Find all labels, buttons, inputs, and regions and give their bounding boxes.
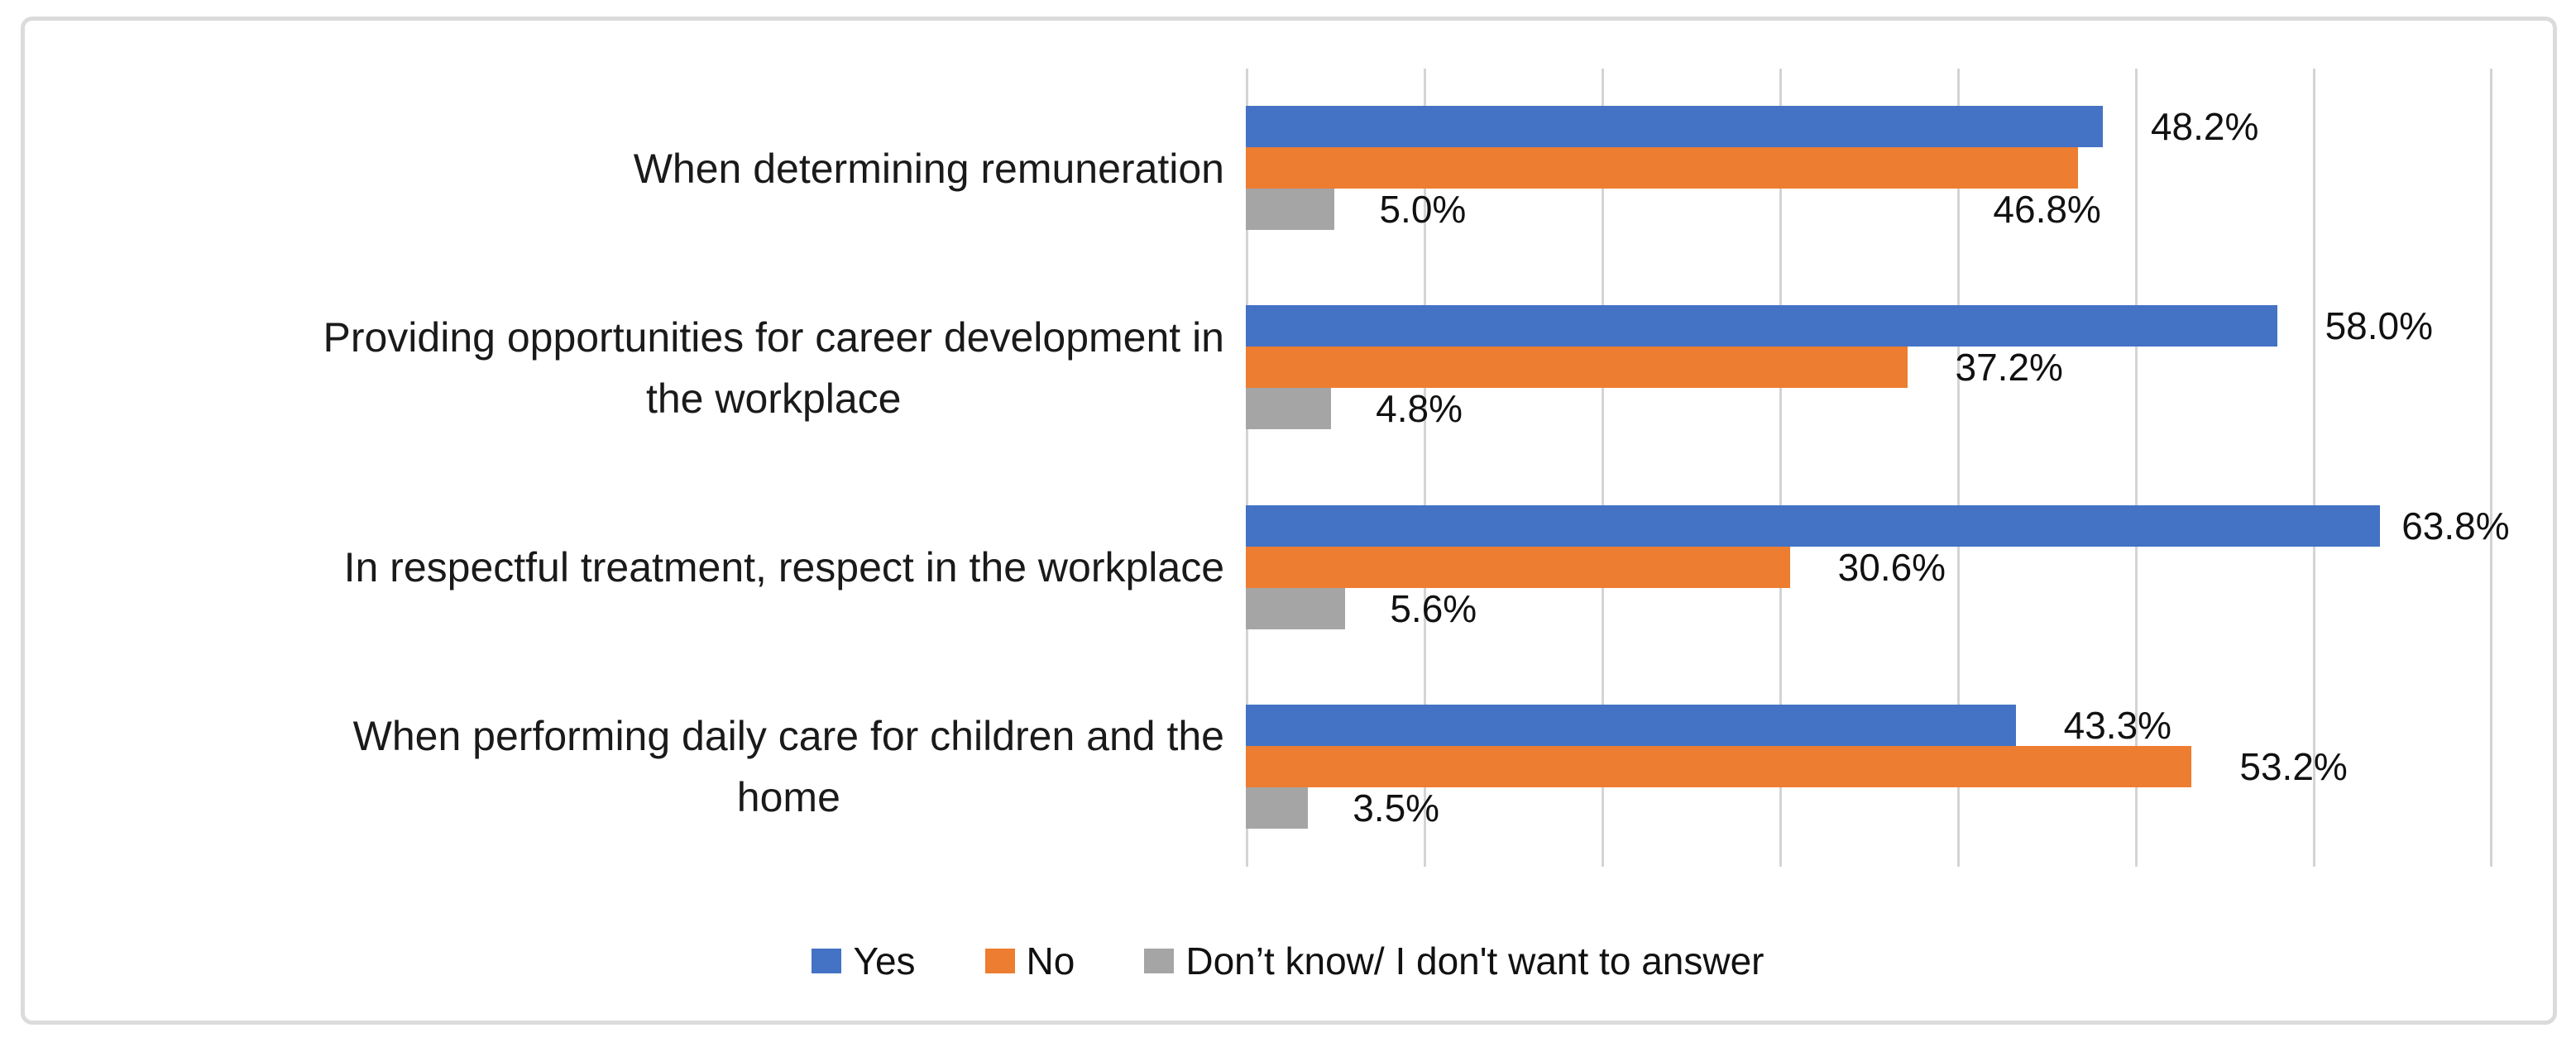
legend-swatch-yes-icon xyxy=(812,949,842,973)
bar-2-1 xyxy=(1246,546,1790,588)
legend-swatch-no-icon xyxy=(984,949,1015,973)
category-label-1: Providing opportunities for career devel… xyxy=(323,313,1224,422)
data-label-0-1: 46.8% xyxy=(1993,188,2101,231)
bar-0-0 xyxy=(1246,106,2103,147)
bar-2-0 xyxy=(1246,504,2381,547)
data-label-2-0: 63.8% xyxy=(2401,504,2510,547)
category-cell-2: In respectful treatment, respect in the … xyxy=(50,468,1224,667)
legend-item-yes: Yes xyxy=(812,939,916,983)
category-axis: When determining remuneration Providing o… xyxy=(50,69,1224,867)
gridline-20 xyxy=(1601,69,1604,867)
legend-label-no: No xyxy=(1026,939,1075,982)
category-label-3: When performing daily care for children … xyxy=(352,713,1224,821)
legend: Yes No Don’t know/ I don't want to answe… xyxy=(0,938,2576,984)
gridline-70 xyxy=(2490,69,2493,867)
bar-1-2 xyxy=(1246,388,1332,430)
data-label-2-2: 5.6% xyxy=(1390,586,1477,630)
category-cell-3: When performing daily care for children … xyxy=(50,667,1224,867)
legend-item-no: No xyxy=(984,939,1075,983)
data-label-1-0: 58.0% xyxy=(2325,304,2433,348)
data-label-0-0: 48.2% xyxy=(2150,105,2259,148)
legend-label-yes: Yes xyxy=(853,939,916,982)
legend-swatch-dont-know-icon xyxy=(1144,949,1175,973)
data-label-1-2: 4.8% xyxy=(1376,387,1463,431)
bar-3-2 xyxy=(1246,786,1309,829)
gridline-50 xyxy=(2134,69,2138,867)
category-label-2: In respectful treatment, respect in the … xyxy=(343,544,1224,591)
data-label-2-1: 30.6% xyxy=(1837,545,1946,589)
bar-1-0 xyxy=(1246,305,2277,347)
bar-2-2 xyxy=(1246,587,1346,629)
data-label-3-0: 43.3% xyxy=(2063,703,2172,747)
category-cell-1: Providing opportunities for career devel… xyxy=(50,268,1224,467)
value-axis-line xyxy=(1246,69,1248,867)
data-label-3-1: 53.2% xyxy=(2239,744,2348,788)
gridline-40 xyxy=(1956,69,1960,867)
plot-area: 48.2% 46.8% 5.0% 58.0% 37.2% 4.8% 63.8% 30.6% 5.… xyxy=(1246,69,2556,867)
legend-label-dont-know: Don’t know/ I don't want to answer xyxy=(1185,939,1764,982)
bar-1-1 xyxy=(1246,347,1908,389)
data-label-3-2: 3.5% xyxy=(1353,786,1440,829)
gridline-60 xyxy=(2312,69,2315,867)
data-label-1-1: 37.2% xyxy=(1955,346,2063,390)
bar-3-0 xyxy=(1246,704,2016,746)
legend-item-dont-know: Don’t know/ I don't want to answer xyxy=(1144,939,1764,983)
category-cell-0: When determining remuneration xyxy=(50,69,1224,268)
gridline-30 xyxy=(1779,69,1782,867)
category-label-0: When determining remuneration xyxy=(633,145,1224,192)
bar-0-1 xyxy=(1246,147,2078,189)
gridline-10 xyxy=(1423,69,1426,867)
bar-0-2 xyxy=(1246,189,1335,230)
data-label-0-2: 5.0% xyxy=(1379,188,1467,231)
bar-3-1 xyxy=(1246,745,2192,787)
